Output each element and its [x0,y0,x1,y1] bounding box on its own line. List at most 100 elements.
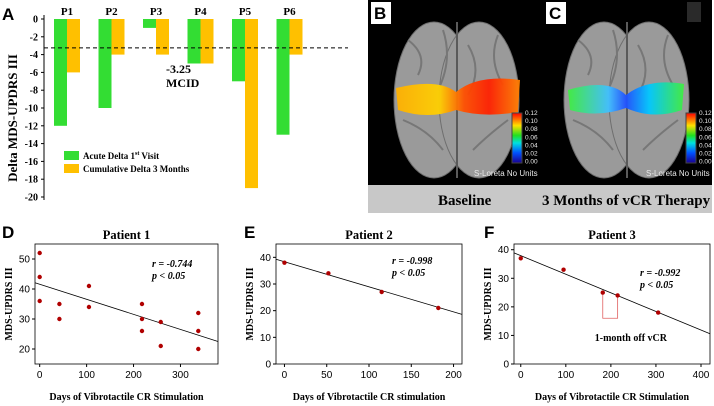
data-point [561,267,566,272]
data-point [86,283,92,289]
panel-letter-e: E [244,223,255,242]
category-label: P3 [150,6,163,18]
data-point [518,256,523,261]
x-axis-label: Days of Vibrotactile CR Stimulation [49,392,204,403]
x-tick-label: 100 [557,370,574,381]
category-label: P6 [283,6,296,18]
category-label: P4 [194,6,207,18]
y-tick-label: -8 [30,86,38,97]
brain-baseline [393,21,520,179]
bar-p6-cumulative [289,19,303,55]
data-point [57,301,62,307]
bar-p2-acute [98,19,112,108]
y-axis-label: MDS-UPDRS III [245,267,256,340]
data-point [196,328,201,334]
legend-label-acute: Acute Delta 1st Visit [83,151,159,161]
data-point [86,304,92,310]
x-tick-label: 100 [361,370,378,381]
colorbar-tick-label: 0.04 [525,142,538,149]
brain-maps: B C 0.120.100.080.060.040.020.00 0.120.1… [368,2,712,213]
y-tick-label: 30 [19,315,31,326]
colorbar-tick-label: 0.08 [699,126,712,133]
y-tick-label: 20 [260,306,272,317]
activation-region-baseline [396,78,520,115]
x-tick-label: 0 [37,370,43,381]
bar-p2-cumulative [111,19,125,55]
category-label: P2 [105,6,118,18]
trend-line [275,258,463,315]
y-tick-label: 40 [498,245,510,256]
panel-letter-b-box [371,2,391,24]
y-tick-label: -4 [30,50,38,61]
panel-letter-b: B [374,4,386,23]
y-axis-label: MDS-UPDRS III [4,267,15,340]
panel-letter-f: F [484,223,494,242]
y-tick-label: 20 [19,345,31,356]
x-tick-label: 200 [125,370,142,381]
data-point [158,343,163,349]
stat-p: p < 0.05 [151,271,185,282]
x-tick-label: 200 [445,370,462,381]
x-tick-label: 100 [78,370,95,381]
bar-p6-acute [276,19,290,135]
y-tick-label: 0 [503,360,509,371]
y-tick-label: 50 [19,255,31,266]
data-point [436,305,441,311]
caption-bar [368,185,712,213]
bar-p4-acute [187,19,201,64]
colorbar-tick-label: 0.02 [699,151,712,158]
x-tick-label: 300 [172,370,189,381]
colorbar-tick-label: 0.12 [525,110,538,117]
colorbar-tick-label: 0.12 [699,110,712,117]
category-label: P5 [239,6,252,18]
activation-region-therapy [568,82,684,115]
bar-p5-acute [232,19,245,82]
panel-letter-d: D [2,223,14,242]
x-tick-label: 0 [518,370,524,381]
data-point [615,293,620,298]
y-tick-label: -6 [30,68,38,79]
caption-baseline: Baseline [438,193,492,209]
plot-title: Patient 3 [588,228,636,242]
colorbar-baseline [511,112,523,164]
y-tick-label: 10 [498,331,510,342]
y-tick-label: -20 [25,193,38,204]
data-point [139,301,145,307]
plot-title: Patient 1 [103,228,151,242]
stat-r: r = -0.992 [640,268,680,279]
data-point [196,346,201,352]
category-label: P1 [61,6,73,18]
data-point [57,316,62,322]
data-point [379,289,384,295]
trend-line [513,252,711,335]
x-tick-label: 200 [603,370,620,381]
legend-swatch-cumulative [64,164,79,173]
x-tick-label: 0 [282,370,288,381]
stat-p: p < 0.05 [391,268,425,279]
x-tick-label: 50 [321,370,333,381]
y-tick-label: -10 [25,104,38,115]
y-tick-label: 20 [498,302,510,313]
data-point [37,298,42,304]
data-point [600,290,605,295]
y-tick-label: 0 [265,360,271,371]
panel-letter-c: C [549,4,561,23]
data-point [282,260,287,265]
off-period-annotation: 1-month off vCR [595,333,668,344]
x-axis-label: Days of Vibrotactile CR Stimulation [535,392,690,403]
y-tick-label: -14 [25,139,38,150]
bar-p3-acute [143,19,156,28]
y-tick-label: -16 [25,157,38,168]
plot-title: Patient 2 [345,228,393,242]
y-tick-label: -2 [30,32,38,43]
y-tick-label: -12 [25,121,38,132]
scatter-panels: D E F Patient 1 Days of Vibrotactile CR S… [2,223,711,403]
bar-p1-cumulative [67,19,80,73]
colorbar-tick-label: 0.10 [525,118,538,125]
y-tick-label: 30 [498,274,510,285]
colorbar-tick-label: 0.06 [699,134,712,141]
bar-p3-cumulative [156,19,169,55]
y-tick-label: 10 [260,333,272,344]
x-tick-label: 300 [648,370,665,381]
bar-p4-cumulative [200,19,214,64]
